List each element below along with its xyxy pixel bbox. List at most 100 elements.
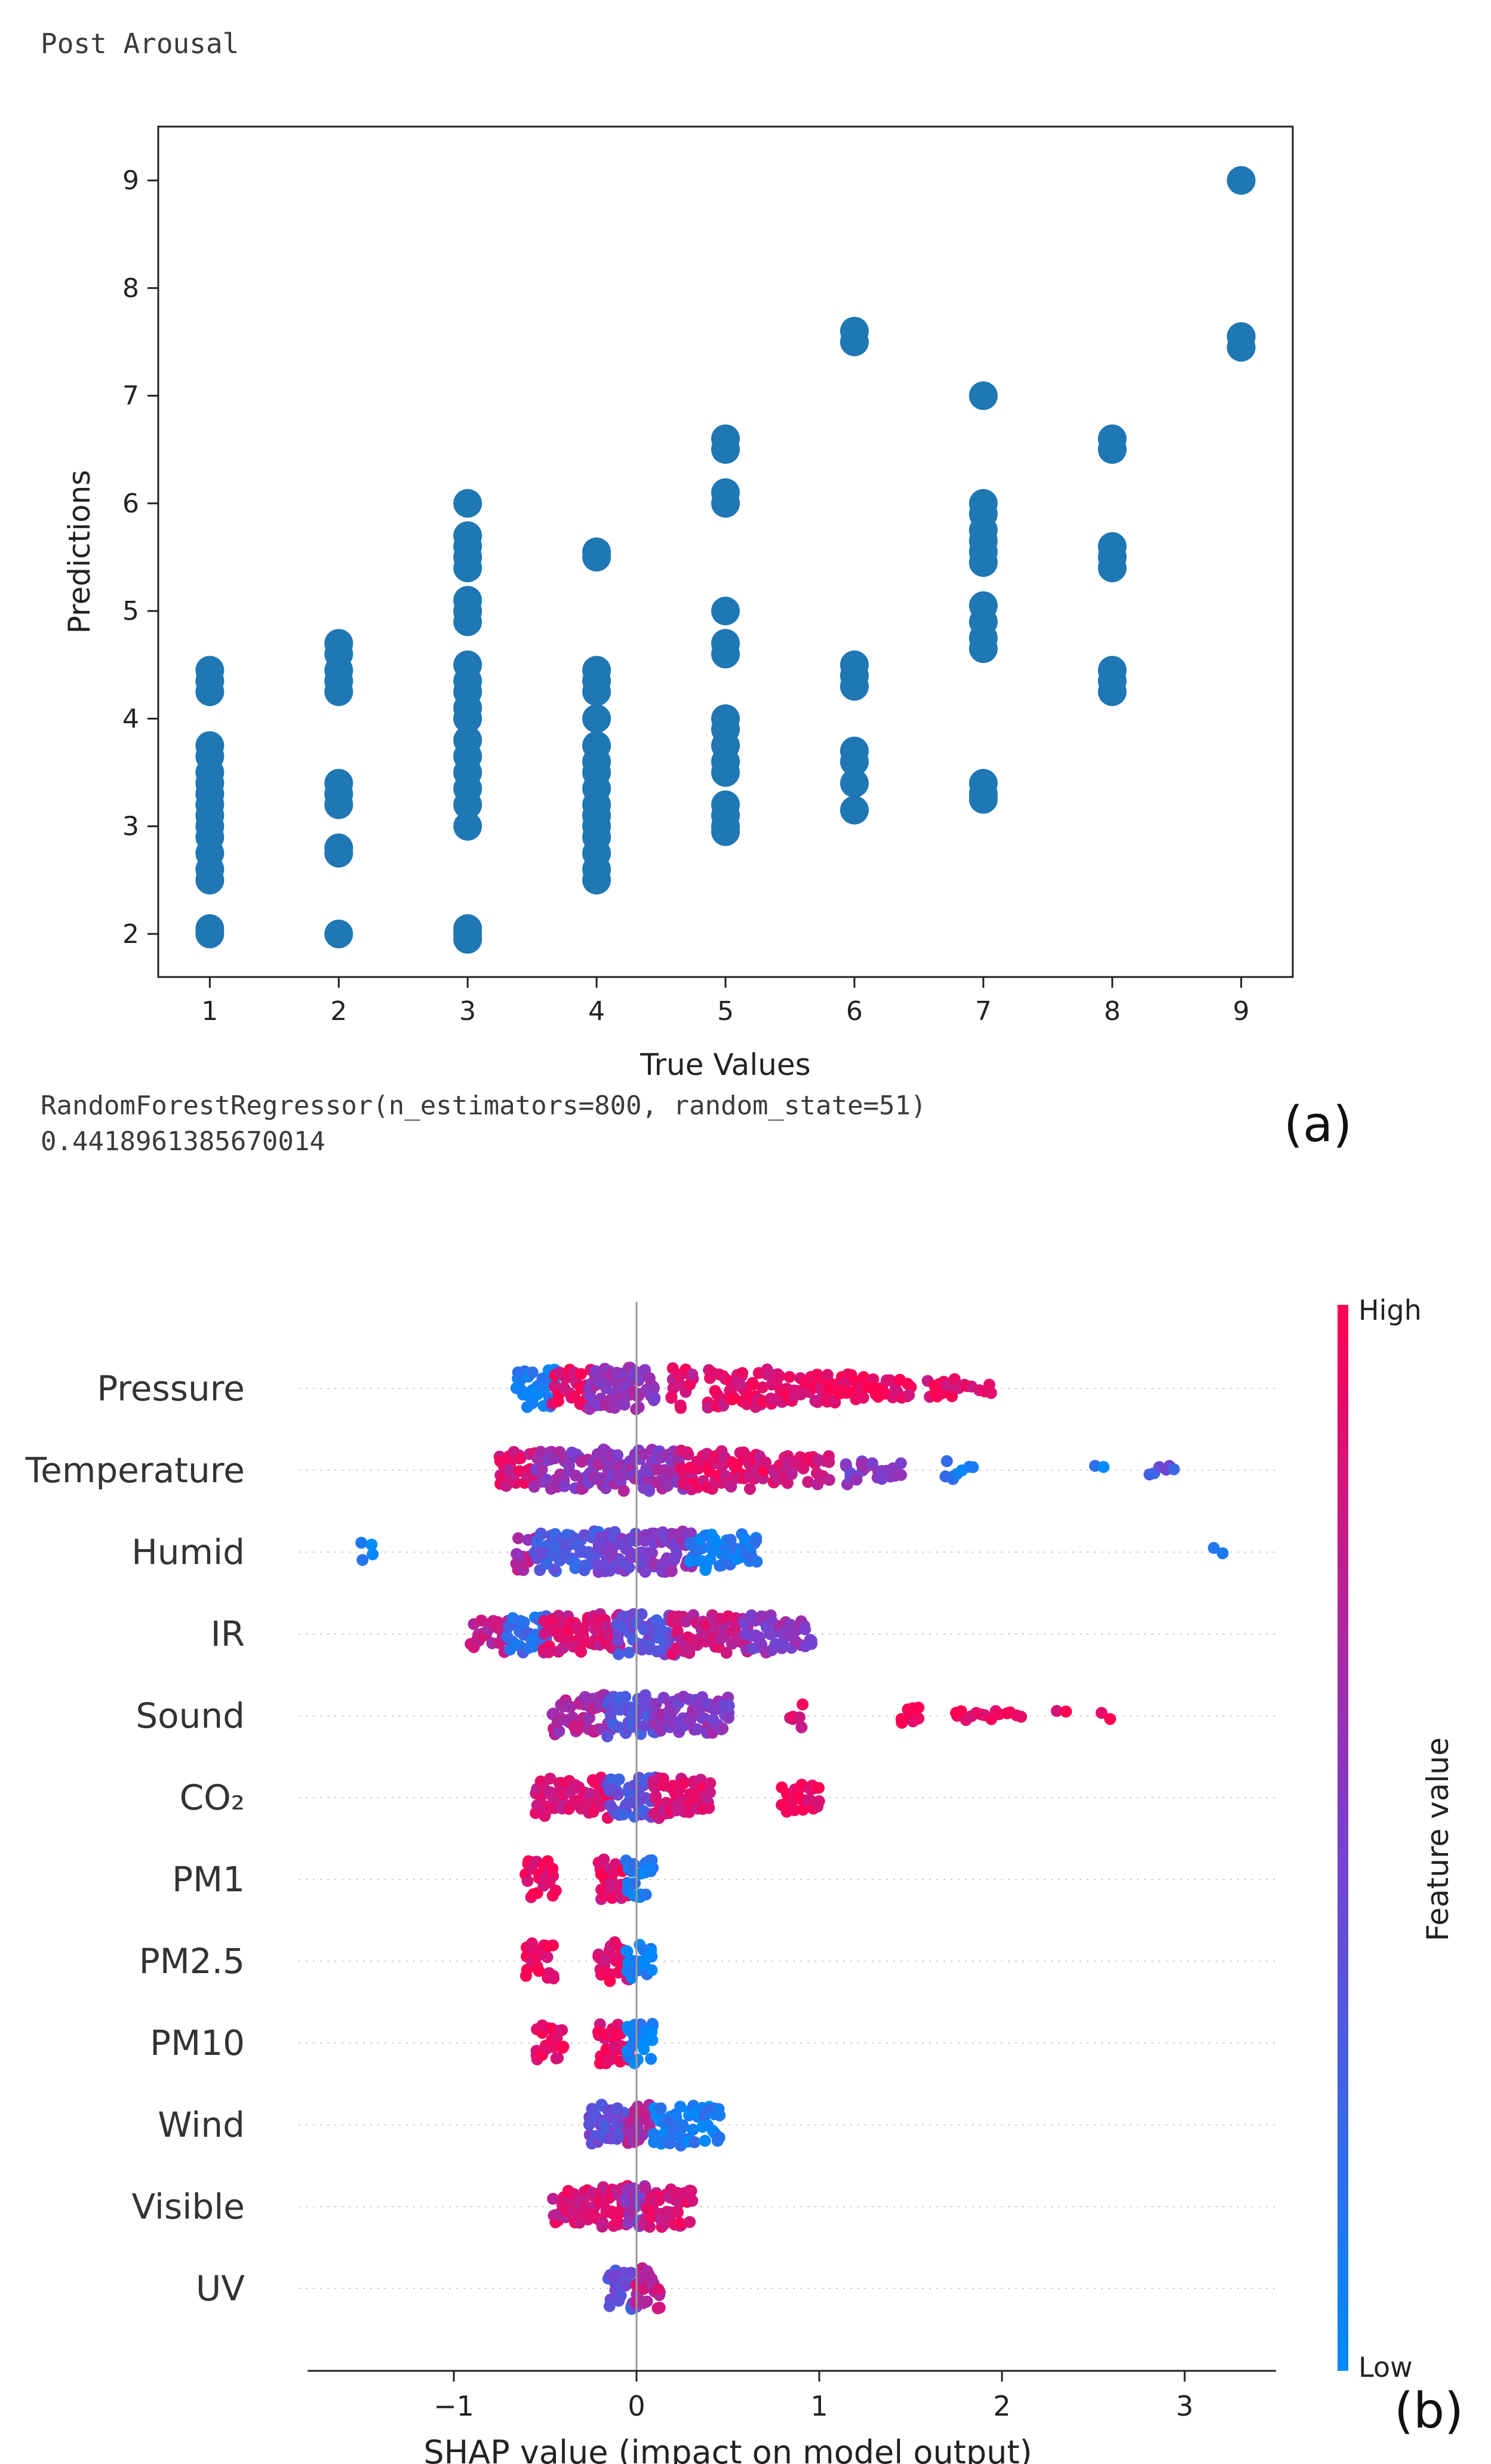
shap-point — [736, 1367, 749, 1380]
x-tick-label: 2 — [330, 996, 347, 1027]
shap-point — [657, 1772, 669, 1785]
shap-point — [623, 1646, 635, 1659]
shap-point — [663, 2137, 676, 2150]
shap-point — [867, 1373, 880, 1385]
data-point — [969, 381, 998, 410]
data-point — [711, 704, 740, 733]
shap-point — [894, 1468, 907, 1481]
model-description: RandomForestRegressor(n_estimators=800, … — [41, 1090, 927, 1121]
shap-point — [547, 1970, 559, 1983]
shap-point — [946, 1390, 958, 1403]
data-point — [324, 919, 353, 948]
y-tick-label: 9 — [122, 165, 139, 196]
shap-point — [940, 1455, 953, 1467]
shap-point — [546, 1890, 559, 1902]
shap-point — [674, 2100, 687, 2113]
data-point — [453, 489, 482, 518]
shap-point — [654, 2102, 667, 2115]
panel-label-b: (b) — [1394, 2383, 1464, 2440]
shap-point — [747, 1378, 760, 1391]
shap-point — [558, 1480, 571, 1492]
shap-point — [547, 2192, 559, 2205]
data-point — [969, 769, 998, 798]
scatter-chart-predictions: 1 2 3 4 5 6 7 8 9 2 3 4 5 6 7 8 9 True Values Prediction… — [62, 125, 1294, 1082]
shap-point — [665, 1565, 678, 1577]
x-tick-label: 0 — [628, 2390, 645, 2422]
shap-point — [553, 1725, 565, 1737]
shap-point — [785, 1468, 798, 1480]
shap-point — [365, 1538, 378, 1551]
shap-point — [604, 1975, 616, 1987]
y-tick-label: 2 — [122, 919, 139, 950]
shap-point — [567, 1711, 579, 1723]
x-tick-label: 8 — [1104, 996, 1121, 1027]
data-point — [840, 317, 869, 346]
data-point — [1226, 322, 1256, 351]
feature-label: CO₂ — [180, 1777, 245, 1818]
shap-point — [491, 1616, 504, 1629]
shap-point — [639, 2182, 651, 2195]
shap-point — [544, 1772, 557, 1785]
y-tick-label: 8 — [122, 273, 139, 303]
shap-point — [1207, 1542, 1220, 1554]
shap-point — [629, 1877, 641, 1890]
shap-point — [475, 1614, 488, 1627]
x-axis-label: True Values — [640, 1047, 810, 1082]
shap-point — [548, 1563, 561, 1576]
shap-point — [703, 1802, 715, 1814]
shap-point — [583, 1787, 596, 1800]
shap-point — [534, 1529, 547, 1541]
feature-label: PM2.5 — [139, 1941, 245, 1981]
data-point — [453, 726, 482, 755]
shap-point — [948, 1373, 961, 1385]
feature-label: Temperature — [25, 1450, 245, 1491]
shap-point — [662, 1479, 674, 1492]
shap-point — [546, 1863, 559, 1875]
shap-point — [686, 1368, 699, 1381]
shap-point — [533, 1965, 545, 1977]
shap-point — [625, 2266, 637, 2279]
shap-point — [699, 2134, 711, 2147]
shap-point — [613, 1773, 625, 1786]
shap-point — [729, 1621, 742, 1633]
shap-point — [557, 2041, 569, 2054]
shap-point — [781, 1477, 794, 1489]
shap-point — [536, 1463, 548, 1476]
shap-point — [596, 2220, 608, 2233]
shap-point — [756, 1381, 768, 1394]
shap-point — [725, 1393, 738, 1406]
x-tick-label: 1 — [810, 2390, 828, 2422]
shap-point — [793, 1711, 806, 1723]
shap-point — [645, 2272, 658, 2285]
y-tick-label: 6 — [122, 489, 139, 519]
shap-point — [985, 1387, 997, 1399]
shap-point — [631, 2053, 644, 2066]
shap-point — [646, 2034, 659, 2047]
shap-point — [619, 1691, 632, 1703]
data-point — [582, 704, 611, 733]
feature-label: Visible — [132, 2186, 245, 2227]
shap-point — [699, 1563, 712, 1576]
data-point — [453, 914, 482, 943]
y-tick-label: 7 — [122, 381, 139, 411]
shap-point — [643, 1949, 656, 1961]
shap-point — [627, 1858, 640, 1870]
shap-point — [720, 1646, 733, 1659]
shap-point — [704, 1553, 717, 1566]
shap-point — [623, 1561, 635, 1574]
shap-point — [1216, 1547, 1229, 1559]
data-point — [195, 914, 225, 943]
shap-point — [760, 1456, 772, 1468]
data-point — [1098, 656, 1127, 685]
shap-point — [514, 1452, 527, 1464]
shap-point — [724, 1534, 737, 1546]
shap-point — [823, 1474, 835, 1486]
data-point — [711, 629, 740, 658]
shap-point — [599, 1954, 611, 1967]
shap-point — [903, 1389, 915, 1402]
shap-point — [552, 2052, 564, 2064]
shap-point — [805, 1637, 817, 1650]
data-point — [1226, 166, 1256, 195]
shap-point — [540, 1473, 553, 1486]
shap-point — [703, 1465, 716, 1477]
